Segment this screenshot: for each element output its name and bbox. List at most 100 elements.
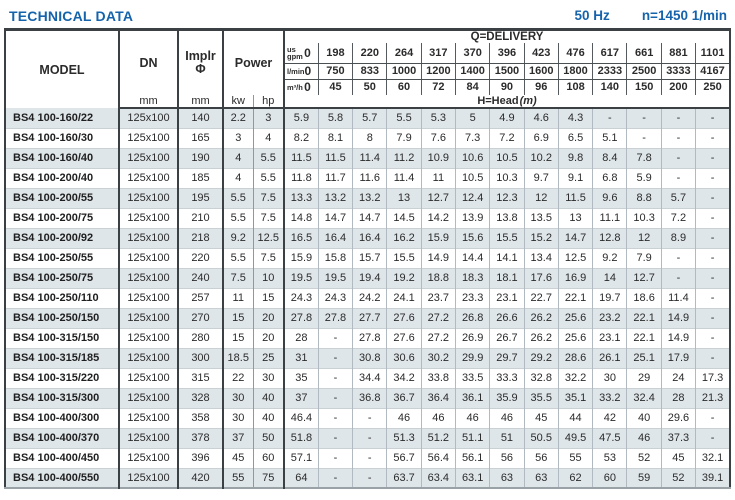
head-value-cell: - <box>695 287 730 308</box>
delivery-value-cell: 617 <box>592 43 627 64</box>
head-value-cell: 15.5 <box>386 247 422 268</box>
head-value-cell: 27.6 <box>386 307 422 328</box>
head-value-cell: 24.2 <box>352 287 387 308</box>
head-value-cell: 10.2 <box>523 147 559 168</box>
head-value-cell: 57.1 <box>283 447 319 468</box>
delivery-value-cell: 4167 <box>695 63 730 80</box>
head-value-cell: 46.4 <box>283 407 319 428</box>
delivery-value-cell: 661 <box>626 43 662 64</box>
head-value-cell: 16.2 <box>386 227 422 248</box>
power-hp-cell: 7.5 <box>252 247 285 268</box>
delivery-value-cell: 1000 <box>386 63 422 80</box>
table-row: BS4 100-160/40 125x100 190 4 5.5 11.5 11.5 11.4… <box>5 147 730 168</box>
delivery-value-cell: 317 <box>420 43 456 64</box>
delivery-value-cell: 198 <box>317 43 353 64</box>
power-kw-cell: 22 <box>222 367 253 388</box>
head-value-cell: 11.4 <box>660 287 696 308</box>
head-value-cell: 5.9 <box>283 108 319 128</box>
head-value-cell: 29.2 <box>523 347 559 368</box>
impeller-label: Implr <box>185 49 216 63</box>
head-value-cell: 15.9 <box>283 247 319 268</box>
head-value-cell: - <box>660 247 696 268</box>
head-value-cell: 27.8 <box>283 307 319 328</box>
head-value-cell: 14.9 <box>420 247 456 268</box>
head-value-cell: 5.8 <box>317 108 353 128</box>
head-value-cell: 6.9 <box>523 127 559 148</box>
power-kw-cell: 9.2 <box>222 227 253 248</box>
head-value-cell: 46 <box>386 407 422 428</box>
head-value-cell: 39.1 <box>695 467 730 488</box>
power-hp-cell: 25 <box>252 347 285 368</box>
delivery-value-cell: 96 <box>523 79 559 95</box>
table-row: BS4 100-200/92 125x100 218 9.2 12.5 16.5 16.4 1… <box>5 227 730 248</box>
head-value-cell: 30.6 <box>386 347 422 368</box>
head-value-cell: 8.4 <box>592 147 627 168</box>
head-value-cell: 51.3 <box>386 427 422 448</box>
head-value-cell: 14 <box>592 267 627 288</box>
model-cell: BS4 100-160/30 <box>5 127 119 148</box>
head-value-cell: 15.8 <box>317 247 353 268</box>
head-value-cell: 12.7 <box>626 267 662 288</box>
table-row: BS4 100-160/30 125x100 165 3 4 8.2 8.1 8 7.9 7.6 7… <box>5 127 730 148</box>
head-value-cell: 14.2 <box>420 207 456 228</box>
delivery-value-cell: 2333 <box>592 63 627 80</box>
dn-cell: 125x100 <box>118 367 178 388</box>
dn-cell: 125x100 <box>118 407 178 428</box>
head-value-cell: 46 <box>420 407 456 428</box>
impeller-diameter-cell: 140 <box>177 108 223 128</box>
head-value-cell: 18.3 <box>454 267 490 288</box>
head-value-cell: 22.1 <box>626 327 662 348</box>
head-value-cell: 13.9 <box>454 207 490 228</box>
head-value-cell: 11.8 <box>283 167 319 188</box>
head-value-cell: - <box>352 447 387 468</box>
power-kw-cell: 4 <box>222 147 253 168</box>
dn-cell: 125x100 <box>118 227 178 248</box>
dn-cell: 125x100 <box>118 467 178 488</box>
head-value-cell: 13.4 <box>523 247 559 268</box>
head-value-cell: 63 <box>523 467 559 488</box>
head-value-cell: 35.9 <box>489 387 525 408</box>
head-value-cell: 32.1 <box>695 447 730 468</box>
head-value-cell: 8.1 <box>317 127 353 148</box>
head-value-cell: 27.2 <box>420 307 456 328</box>
dn-cell: 125x100 <box>118 447 178 468</box>
model-cell: BS4 100-250/75 <box>5 267 119 288</box>
head-value-cell: - <box>317 387 353 408</box>
head-value-cell: 10.3 <box>489 167 525 188</box>
power-hp-cell: 20 <box>252 307 285 328</box>
head-value-cell: - <box>695 407 730 428</box>
head-value-cell: 12.4 <box>454 187 490 208</box>
head-value-cell: 30.8 <box>352 347 387 368</box>
head-value-cell: 9.6 <box>592 187 627 208</box>
dn-cell: 125x100 <box>118 167 178 188</box>
head-value-cell: 17.3 <box>695 367 730 388</box>
head-value-cell: - <box>695 347 730 368</box>
delivery-value-cell: 396 <box>489 43 525 64</box>
head-value-cell: - <box>695 167 730 188</box>
head-value-cell: 12.8 <box>592 227 627 248</box>
head-value-cell: 23.1 <box>592 327 627 348</box>
head-value-cell: 11.5 <box>557 187 593 208</box>
head-value-cell: 14.9 <box>660 307 696 328</box>
col-header-impeller: Implr Φ <box>177 29 223 95</box>
delivery-value-cell: 84 <box>454 79 490 95</box>
delivery-value-cell: 108 <box>557 79 593 95</box>
head-value-cell: 14.7 <box>557 227 593 248</box>
model-cell: BS4 100-250/55 <box>5 247 119 268</box>
head-value-cell: 60 <box>592 467 627 488</box>
head-value-cell: 24.3 <box>283 287 319 308</box>
power-hp-cell: 3 <box>252 108 285 128</box>
delivery-value-cell: 476 <box>557 43 593 64</box>
head-value-cell: 37.3 <box>660 427 696 448</box>
delivery-value-cell: 140 <box>592 79 627 95</box>
head-value-cell: - <box>695 147 730 168</box>
head-value-cell: 18.6 <box>626 287 662 308</box>
table-row: BS4 100-315/150 125x100 280 15 20 28-27.8 27.6… <box>5 327 730 348</box>
power-hp-cell: 75 <box>252 467 285 488</box>
power-kw-cell: 2.2 <box>222 108 253 128</box>
head-value-cell: 63.4 <box>420 467 456 488</box>
delivery-unit-zero-cell: us gpm 0 <box>283 43 319 64</box>
head-value-cell: 22.1 <box>557 287 593 308</box>
model-cell: BS4 100-250/150 <box>5 307 119 328</box>
